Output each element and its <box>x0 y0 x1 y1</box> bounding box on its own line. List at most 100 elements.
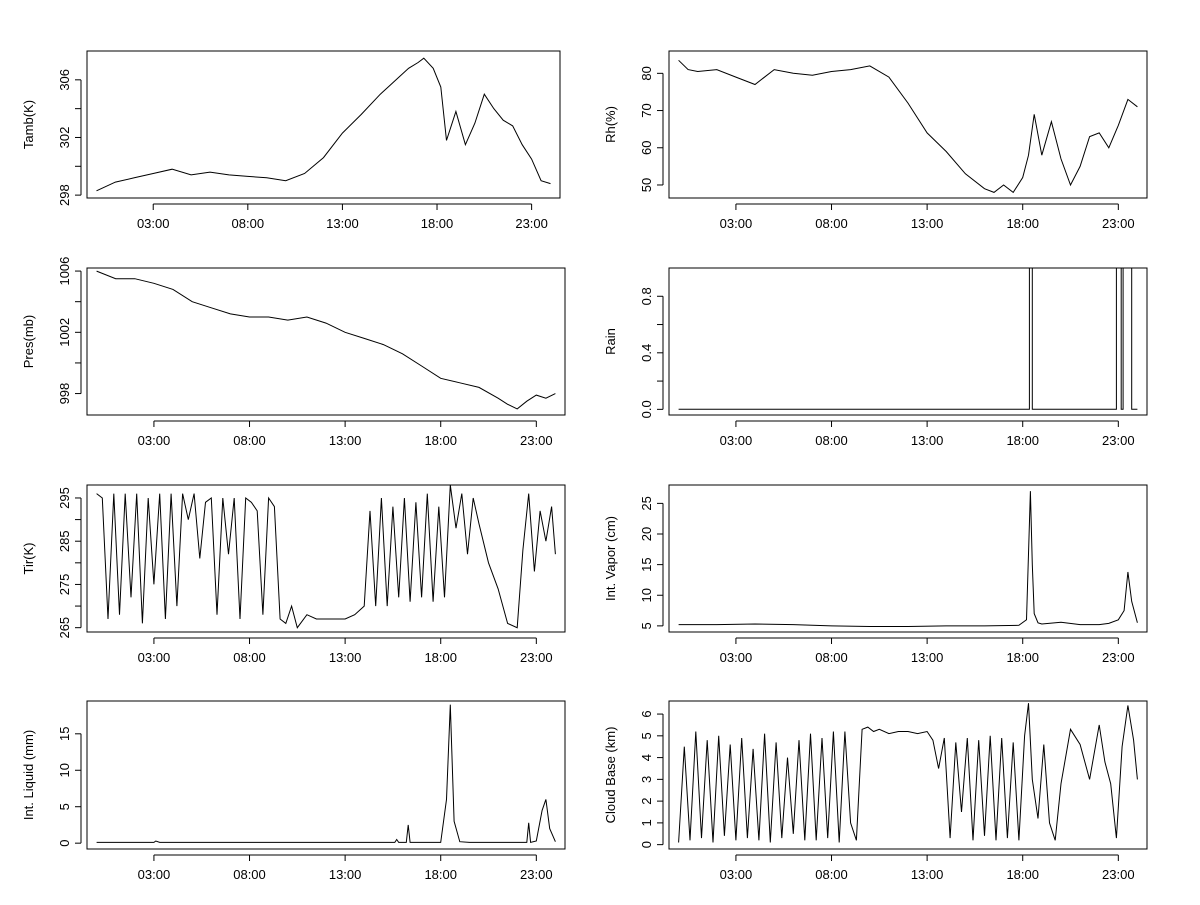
y-tick-label: 0.0 <box>639 400 654 418</box>
x-tick-label: 18:00 <box>1006 433 1039 448</box>
x-tick-label: 08:00 <box>815 867 848 882</box>
y-tick-label: 5 <box>639 622 654 629</box>
x-tick-label: 23:00 <box>1102 867 1135 882</box>
series-line <box>96 57 551 192</box>
y-tick-label: 265 <box>57 617 72 639</box>
y-axis-label: Cloud Base (km) <box>603 727 618 824</box>
y-tick-label: 70 <box>639 103 654 117</box>
x-tick-label: 13:00 <box>329 867 362 882</box>
x-tick-label: 23:00 <box>1102 433 1135 448</box>
y-axis-label: Pres(mb) <box>21 315 36 368</box>
y-axis-label: Rain <box>603 328 618 355</box>
y-tick-label: 0 <box>57 840 72 847</box>
x-tick-label: 13:00 <box>911 650 944 665</box>
y-tick-label: 15 <box>639 557 654 571</box>
y-axis-label: Int. Vapor (cm) <box>603 516 618 601</box>
y-axis-label: Int. Liquid (mm) <box>21 730 36 820</box>
y-tick-label: 4 <box>639 754 654 761</box>
y-tick-label: 998 <box>57 383 72 405</box>
plot-frame <box>86 50 561 199</box>
plot-frame <box>86 267 566 416</box>
y-axis-label: Tir(K) <box>21 542 36 574</box>
x-tick-label: 03:00 <box>720 867 753 882</box>
y-tick-label: 60 <box>639 141 654 155</box>
x-tick-label: 13:00 <box>329 650 362 665</box>
y-axis-label: Rh(%) <box>603 106 618 143</box>
x-tick-label: 08:00 <box>815 650 848 665</box>
x-tick-label: 18:00 <box>1006 216 1039 231</box>
plot-frame <box>86 700 566 850</box>
x-tick-label: 03:00 <box>720 216 753 231</box>
x-tick-label: 23:00 <box>1102 216 1135 231</box>
y-tick-label: 0 <box>639 841 654 848</box>
x-tick-label: 08:00 <box>233 867 266 882</box>
x-tick-label: 18:00 <box>1006 650 1039 665</box>
y-tick-label: 10 <box>639 588 654 602</box>
x-tick-label: 18:00 <box>1006 867 1039 882</box>
panel-7: 03:00 08:00 13:00 18:00 23:00 0 5 10 15 Int. Liqu… <box>21 700 566 882</box>
x-tick-label: 03:00 <box>137 216 170 231</box>
x-tick-label: 18:00 <box>421 216 454 231</box>
plot-frame <box>668 484 1148 633</box>
series-line <box>678 267 1138 410</box>
x-tick-label: 08:00 <box>815 433 848 448</box>
y-tick-label: 10 <box>57 763 72 777</box>
y-tick-label: 2 <box>639 798 654 805</box>
x-tick-label: 13:00 <box>911 216 944 231</box>
panel-5: 03:00 08:00 13:00 18:00 23:00 265 275 285 295 Tir… <box>21 484 566 665</box>
x-tick-label: 23:00 <box>520 433 553 448</box>
y-tick-label: 20 <box>639 527 654 541</box>
y-tick-label: 285 <box>57 530 72 552</box>
x-tick-label: 13:00 <box>911 433 944 448</box>
panel-2: 03:00 08:00 13:00 18:00 23:00 50 60 70 80 Rh(%) <box>603 50 1148 231</box>
y-tick-label: 1002 <box>57 318 72 347</box>
x-tick-label: 03:00 <box>138 433 171 448</box>
series-line <box>96 704 556 844</box>
y-tick-label: 25 <box>639 496 654 510</box>
series-line <box>678 491 1138 627</box>
y-tick-label: 275 <box>57 574 72 596</box>
y-tick-label: 0.8 <box>639 287 654 305</box>
y-tick-label: 5 <box>639 732 654 739</box>
panel-3: 03:00 08:00 13:00 18:00 23:00 998 1002 1006 Pres… <box>21 257 566 448</box>
y-tick-label: 6 <box>639 710 654 717</box>
x-tick-label: 08:00 <box>232 216 265 231</box>
x-tick-label: 03:00 <box>720 433 753 448</box>
x-tick-label: 18:00 <box>424 433 457 448</box>
y-tick-label: 1006 <box>57 257 72 286</box>
x-tick-label: 03:00 <box>720 650 753 665</box>
x-tick-label: 13:00 <box>326 216 359 231</box>
series-line <box>678 703 1138 843</box>
y-tick-label: 80 <box>639 66 654 80</box>
series-line <box>96 484 556 629</box>
y-tick-label: 302 <box>57 127 72 149</box>
x-tick-label: 08:00 <box>815 216 848 231</box>
y-tick-label: 5 <box>57 803 72 810</box>
x-tick-label: 03:00 <box>138 650 171 665</box>
series-line <box>678 59 1138 194</box>
y-tick-label: 298 <box>57 184 72 206</box>
y-tick-label: 3 <box>639 776 654 783</box>
x-tick-label: 23:00 <box>1102 650 1135 665</box>
y-tick-label: 1 <box>639 819 654 826</box>
panel-6: 03:00 08:00 13:00 18:00 23:00 5 10 15 20 25 Int. V… <box>603 484 1148 665</box>
x-tick-label: 18:00 <box>424 867 457 882</box>
x-tick-label: 18:00 <box>424 650 457 665</box>
y-tick-label: 306 <box>57 69 72 91</box>
y-axis-label: Tamb(K) <box>21 100 36 149</box>
plot-frame <box>668 700 1148 850</box>
x-tick-label: 08:00 <box>233 650 266 665</box>
x-tick-label: 03:00 <box>138 867 171 882</box>
plot-frame <box>86 484 566 633</box>
x-tick-label: 23:00 <box>515 216 548 231</box>
x-tick-label: 23:00 <box>520 650 553 665</box>
plot-frame <box>668 267 1148 416</box>
y-tick-label: 15 <box>57 727 72 741</box>
plot-frame <box>668 50 1148 199</box>
x-tick-label: 13:00 <box>911 867 944 882</box>
y-tick-label: 0.4 <box>639 344 654 362</box>
y-tick-label: 295 <box>57 487 72 509</box>
panel-4: 03:00 08:00 13:00 18:00 23:00 0.0 0.4 0.8 Rain <box>603 267 1148 448</box>
